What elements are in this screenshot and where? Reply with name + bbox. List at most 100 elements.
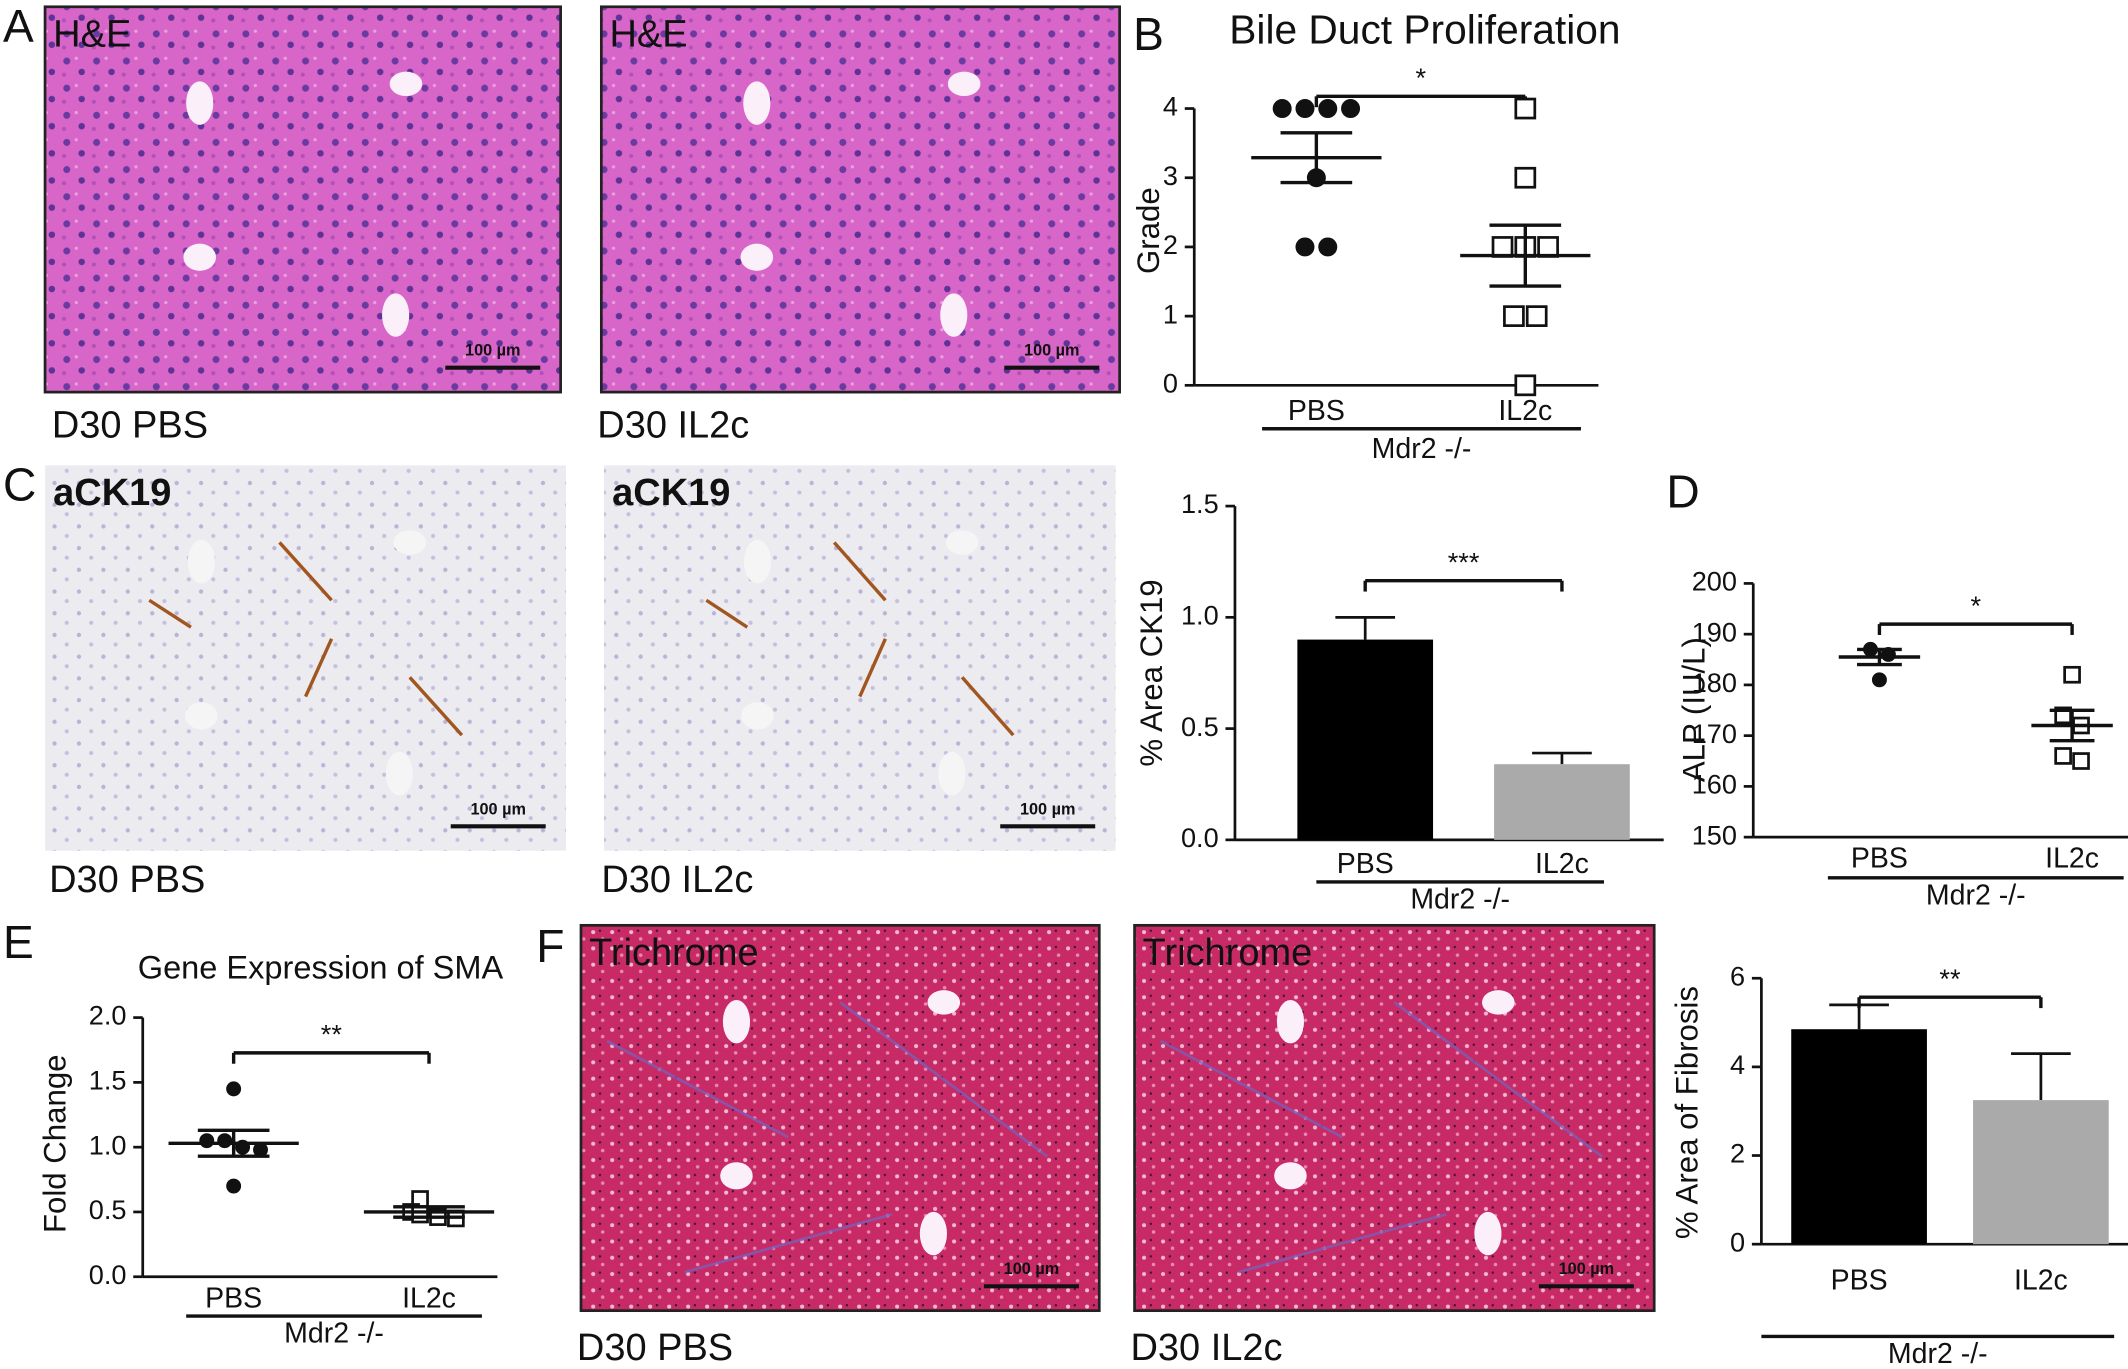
scale-label: 100 µm [1004, 1260, 1059, 1278]
bar [1791, 1029, 1927, 1245]
vessel [940, 293, 968, 337]
point [1491, 236, 1514, 258]
vessel [945, 530, 979, 555]
chart-title: Gene Expression of SMA [138, 950, 504, 986]
duct-stain [278, 541, 333, 602]
micrograph [579, 923, 1101, 1313]
y-tick-label: 4 [1163, 91, 1178, 122]
micrograph [1133, 923, 1656, 1313]
stain-label: aCK19 [53, 472, 171, 514]
y-tick-label: 2 [1730, 1138, 1745, 1169]
micrograph [604, 465, 1116, 851]
caption: D30 IL2c [1130, 1327, 1282, 1369]
panel-letter: D [1666, 465, 1699, 517]
vessel [1274, 1162, 1307, 1190]
scale-label: 100 µm [1024, 342, 1080, 360]
significance: * [1416, 62, 1427, 93]
stain-label: Trichrome [589, 932, 759, 974]
duct-stain [408, 676, 464, 737]
vessel [185, 702, 218, 730]
vessel [947, 71, 981, 97]
vessel [382, 293, 410, 337]
micrograph [45, 465, 567, 851]
y-axis-label: % Area of Fibrosis [1670, 986, 1705, 1239]
bar [1494, 764, 1630, 840]
point [2072, 752, 2090, 770]
point [1272, 99, 1292, 119]
vessel [722, 999, 751, 1044]
vessel [720, 1162, 753, 1190]
y-axis-label: Grade [1131, 187, 1166, 274]
x-tick-label: PBS [1337, 848, 1394, 880]
y-tick-label: 0 [1163, 367, 1178, 398]
duct-stain [832, 541, 887, 602]
significance: *** [1448, 547, 1480, 578]
y-tick-label: 2.0 [89, 1000, 127, 1031]
y-tick-label: 3 [1163, 160, 1178, 191]
y-tick-label: 180 [1692, 667, 1737, 698]
vessel [1276, 999, 1305, 1044]
point [1514, 374, 1537, 397]
vessel [183, 243, 217, 271]
point [411, 1205, 429, 1224]
duct-stain [148, 598, 192, 629]
y-tick-label: 1.0 [1181, 600, 1219, 631]
point [1318, 99, 1338, 119]
y-tick-label: 1 [1163, 298, 1178, 329]
x-tick-label: IL2c [2014, 1265, 2068, 1297]
scale-label: 100 µm [470, 800, 525, 818]
fibrosis-stain [684, 1213, 893, 1274]
group-label: Mdr2 -/- [1926, 879, 2026, 911]
vessel [393, 530, 427, 555]
y-tick-label: 0.5 [89, 1194, 127, 1225]
y-tick-label: 190 [1692, 616, 1737, 647]
y-tick-label: 2 [1163, 229, 1178, 260]
y-tick-label: 1.0 [89, 1129, 127, 1160]
scale-label: 100 µm [1020, 800, 1075, 818]
point [2054, 747, 2072, 765]
vessel [919, 1211, 947, 1256]
vessel [187, 540, 215, 584]
panel-letter: F [536, 920, 564, 972]
vessel [938, 751, 966, 796]
significance: ** [1939, 963, 1961, 994]
duct-stain [858, 638, 887, 698]
micrograph [43, 5, 562, 394]
y-axis-label: % Area CK19 [1134, 579, 1169, 766]
fibrosis-stain [1159, 1039, 1344, 1139]
point [1514, 97, 1537, 120]
duct-stain [304, 638, 334, 698]
x-tick-label: IL2c [1535, 848, 1589, 880]
fibrosis-stain [606, 1039, 789, 1139]
point [1503, 305, 1525, 327]
x-tick-label: IL2c [1498, 395, 1552, 427]
point [2063, 665, 2081, 684]
fibrosis-stain [1393, 1001, 1604, 1158]
panel-letter: E [3, 916, 34, 968]
point [1525, 305, 1548, 327]
vessel [743, 540, 772, 584]
point [1295, 237, 1315, 257]
caption: D30 PBS [52, 404, 208, 446]
scale-label: 100 µm [1559, 1260, 1615, 1278]
vessel [1474, 1211, 1502, 1256]
stain-label: Trichrome [1143, 932, 1313, 974]
point [1318, 237, 1338, 257]
group-label: Mdr2 -/- [1372, 433, 1472, 465]
vessel [740, 243, 774, 271]
group-label: Mdr2 -/- [1410, 883, 1510, 915]
x-tick-label: IL2c [402, 1282, 456, 1314]
point [1537, 236, 1559, 258]
y-tick-label: 0.0 [1181, 822, 1219, 853]
fibrosis-stain [1238, 1213, 1447, 1274]
y-tick-label: 0.0 [89, 1259, 127, 1290]
significance: ** [321, 1019, 343, 1050]
x-tick-label: PBS [205, 1282, 262, 1314]
x-tick-label: PBS [1851, 843, 1908, 875]
y-tick-label: 4 [1730, 1049, 1745, 1080]
group-label: Mdr2 -/- [284, 1318, 384, 1350]
micrograph [599, 5, 1121, 394]
panel-letter: C [3, 459, 36, 511]
y-tick-label: 170 [1692, 718, 1737, 749]
